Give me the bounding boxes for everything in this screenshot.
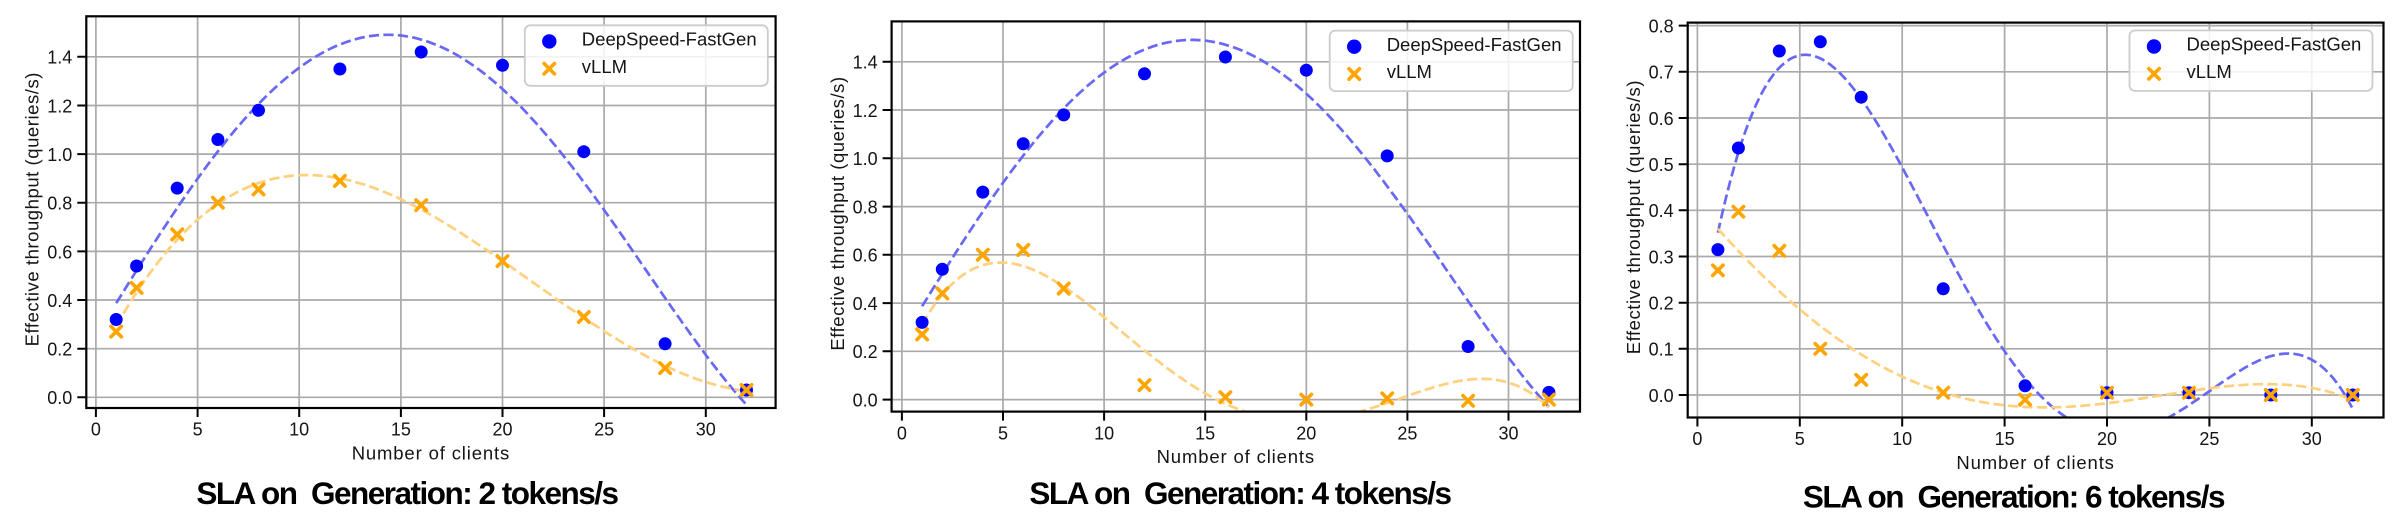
svg-text:DeepSpeed-FastGen: DeepSpeed-FastGen bbox=[582, 29, 757, 50]
svg-text:5: 5 bbox=[193, 420, 203, 440]
svg-text:25: 25 bbox=[1397, 423, 1417, 443]
svg-text:1.0: 1.0 bbox=[853, 149, 878, 169]
svg-text:SLA on Generation: 6 tokens/s: SLA on Generation: 6 tokens/s bbox=[1803, 479, 2225, 515]
svg-text:Number of clients: Number of clients bbox=[352, 443, 510, 464]
svg-text:0: 0 bbox=[91, 420, 101, 440]
svg-text:0.4: 0.4 bbox=[853, 294, 878, 314]
svg-text:0.8: 0.8 bbox=[1649, 17, 1674, 37]
svg-text:10: 10 bbox=[1094, 423, 1114, 443]
svg-text:0.5: 0.5 bbox=[1649, 155, 1674, 175]
svg-text:0.6: 0.6 bbox=[47, 242, 72, 262]
svg-text:SLA on Generation: 2 tokens/s: SLA on Generation: 2 tokens/s bbox=[196, 475, 618, 511]
svg-text:15: 15 bbox=[1195, 423, 1215, 443]
svg-text:Effective throughput (queries/: Effective throughput (queries/s) bbox=[1623, 80, 1644, 354]
svg-text:5: 5 bbox=[1795, 429, 1805, 449]
svg-text:0: 0 bbox=[1692, 429, 1702, 449]
svg-text:1.2: 1.2 bbox=[47, 96, 72, 116]
svg-text:0.0: 0.0 bbox=[1649, 386, 1674, 406]
svg-text:DeepSpeed-FastGen: DeepSpeed-FastGen bbox=[2187, 34, 2362, 55]
svg-text:0.8: 0.8 bbox=[853, 198, 878, 218]
svg-text:30: 30 bbox=[2302, 429, 2322, 449]
svg-text:25: 25 bbox=[2199, 429, 2219, 449]
svg-text:Effective throughput (queries/: Effective throughput (queries/s) bbox=[22, 72, 43, 346]
svg-text:10: 10 bbox=[289, 420, 309, 440]
svg-text:30: 30 bbox=[1498, 423, 1518, 443]
svg-text:DeepSpeed-FastGen: DeepSpeed-FastGen bbox=[1387, 34, 1562, 55]
svg-text:15: 15 bbox=[391, 420, 411, 440]
svg-text:vLLM: vLLM bbox=[1387, 61, 1432, 82]
svg-text:30: 30 bbox=[696, 420, 716, 440]
svg-text:Number of clients: Number of clients bbox=[1157, 446, 1315, 467]
svg-text:vLLM: vLLM bbox=[2187, 61, 2232, 82]
svg-text:0.4: 0.4 bbox=[47, 291, 72, 311]
svg-text:5: 5 bbox=[998, 423, 1008, 443]
svg-text:0.4: 0.4 bbox=[1649, 201, 1674, 221]
svg-text:0.2: 0.2 bbox=[1649, 294, 1674, 314]
svg-text:15: 15 bbox=[1995, 429, 2015, 449]
svg-text:vLLM: vLLM bbox=[582, 56, 627, 77]
svg-text:25: 25 bbox=[594, 420, 614, 440]
svg-text:SLA on Generation: 4 tokens/s: SLA on Generation: 4 tokens/s bbox=[1029, 475, 1451, 511]
svg-text:0.3: 0.3 bbox=[1649, 247, 1674, 267]
svg-text:0.7: 0.7 bbox=[1649, 63, 1674, 83]
svg-text:0: 0 bbox=[897, 423, 907, 443]
svg-text:0.6: 0.6 bbox=[1649, 109, 1674, 129]
svg-text:1.0: 1.0 bbox=[47, 145, 72, 165]
svg-text:0.2: 0.2 bbox=[853, 342, 878, 362]
svg-text:0.2: 0.2 bbox=[47, 340, 72, 360]
svg-text:0.0: 0.0 bbox=[853, 391, 878, 411]
svg-text:20: 20 bbox=[2097, 429, 2117, 449]
svg-text:1.4: 1.4 bbox=[853, 53, 878, 73]
svg-text:10: 10 bbox=[1892, 429, 1912, 449]
svg-text:1.4: 1.4 bbox=[47, 48, 72, 68]
svg-text:20: 20 bbox=[492, 420, 512, 440]
svg-text:0.0: 0.0 bbox=[47, 388, 72, 408]
svg-text:Number of clients: Number of clients bbox=[1956, 452, 2114, 473]
svg-text:20: 20 bbox=[1296, 423, 1316, 443]
svg-text:0.6: 0.6 bbox=[853, 246, 878, 266]
svg-text:0.8: 0.8 bbox=[47, 194, 72, 214]
svg-text:1.2: 1.2 bbox=[853, 101, 878, 121]
svg-text:0.1: 0.1 bbox=[1649, 340, 1674, 360]
svg-text:Effective throughput (queries/: Effective throughput (queries/s) bbox=[827, 76, 848, 350]
